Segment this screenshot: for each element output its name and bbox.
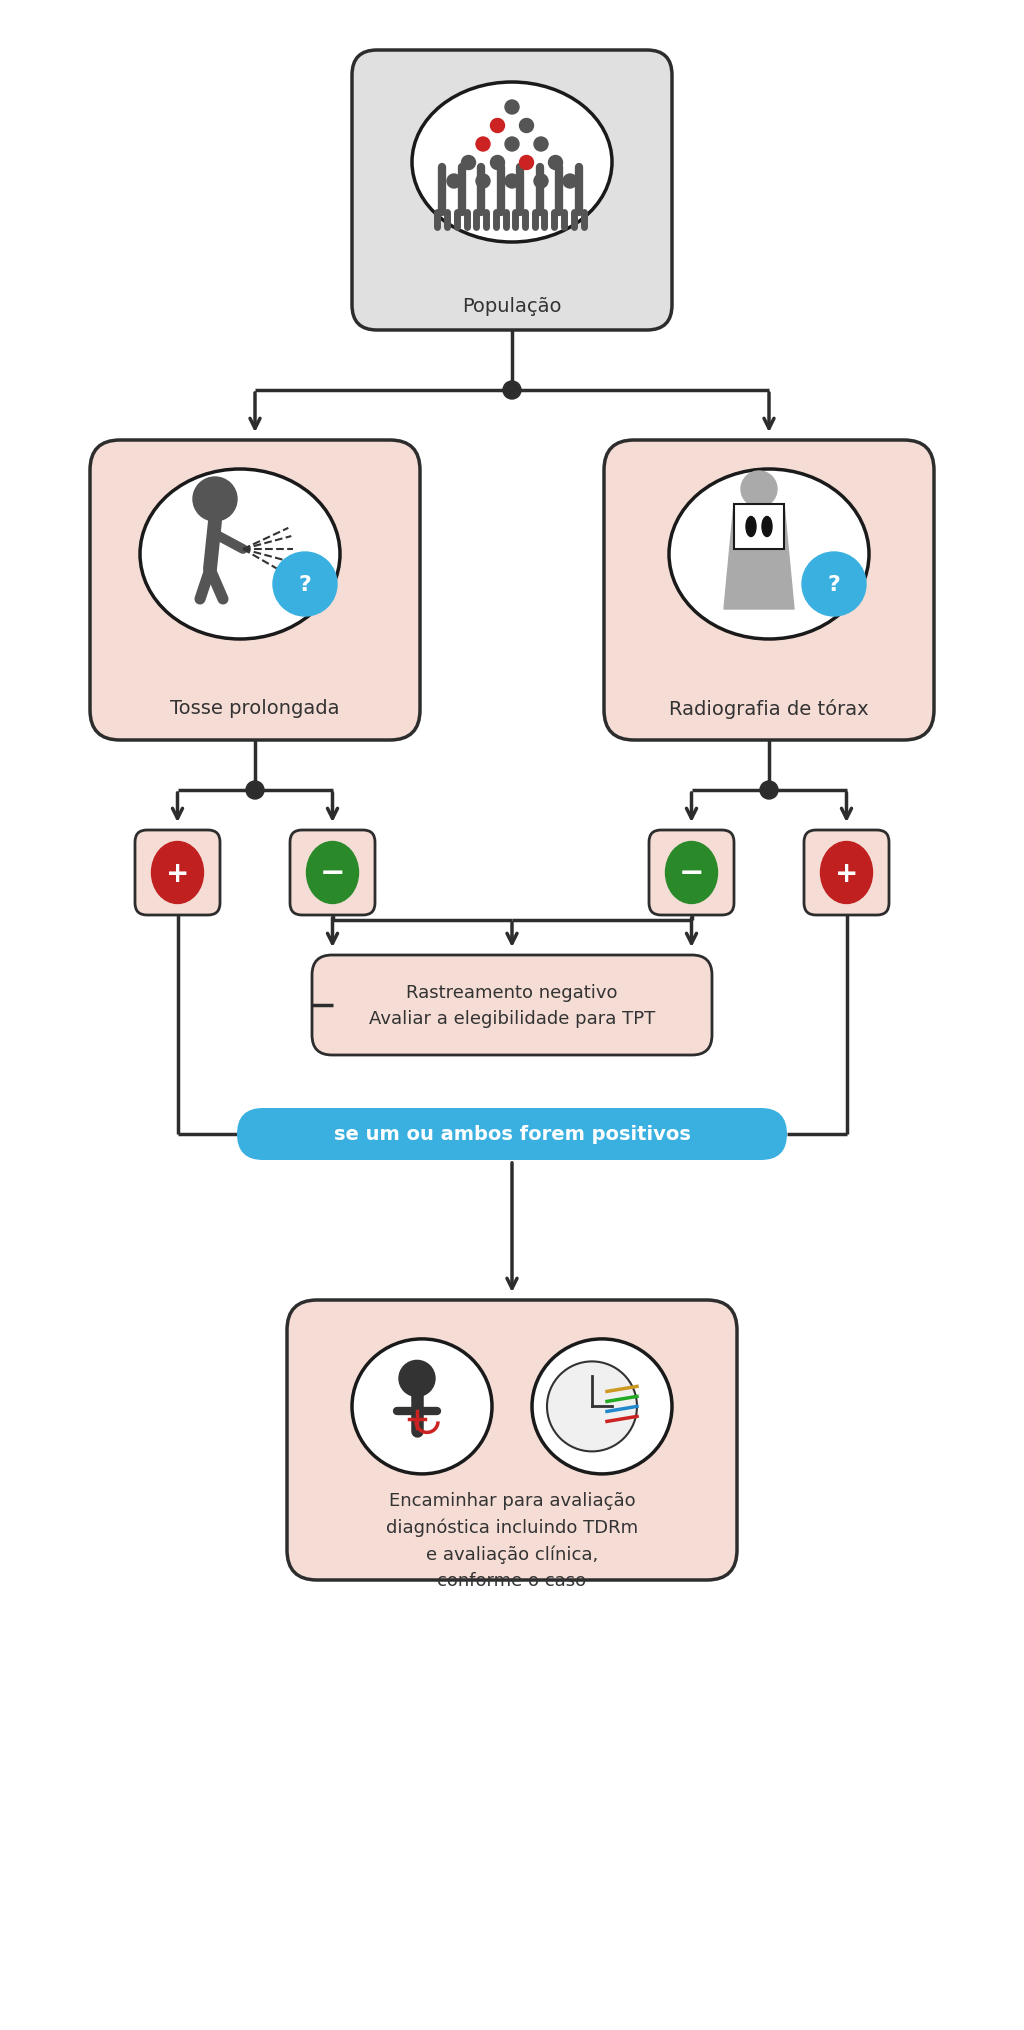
Text: +: + xyxy=(835,859,858,887)
Text: Tosse prolongada: Tosse prolongada xyxy=(170,698,340,719)
Circle shape xyxy=(534,175,548,189)
Text: População: População xyxy=(462,296,562,315)
FancyBboxPatch shape xyxy=(352,51,672,331)
Circle shape xyxy=(563,175,577,189)
Text: +: + xyxy=(166,859,189,887)
Circle shape xyxy=(547,1362,637,1451)
Ellipse shape xyxy=(306,842,358,903)
Circle shape xyxy=(802,552,866,617)
Ellipse shape xyxy=(532,1340,672,1474)
Bar xyxy=(734,505,784,550)
Ellipse shape xyxy=(412,83,612,244)
Text: Encaminhar para avaliação
diagnóstica incluindo TDRm
e avaliação clínica,
confor: Encaminhar para avaliação diagnóstica in… xyxy=(386,1490,638,1589)
Circle shape xyxy=(505,175,519,189)
Ellipse shape xyxy=(352,1340,492,1474)
Text: ?: ? xyxy=(299,574,311,595)
Circle shape xyxy=(519,156,534,171)
FancyBboxPatch shape xyxy=(804,830,889,916)
Ellipse shape xyxy=(152,842,204,903)
Circle shape xyxy=(476,138,490,152)
FancyBboxPatch shape xyxy=(604,441,934,741)
Circle shape xyxy=(490,120,505,134)
FancyBboxPatch shape xyxy=(135,830,220,916)
Text: −: − xyxy=(319,859,345,887)
Ellipse shape xyxy=(666,842,718,903)
Ellipse shape xyxy=(762,518,772,538)
Circle shape xyxy=(760,782,778,800)
Circle shape xyxy=(447,175,461,189)
Circle shape xyxy=(519,120,534,134)
Circle shape xyxy=(399,1360,435,1397)
Ellipse shape xyxy=(140,469,340,639)
Ellipse shape xyxy=(820,842,872,903)
FancyBboxPatch shape xyxy=(287,1301,737,1579)
Text: Rastreamento negativo
Avaliar a elegibilidade para TPT: Rastreamento negativo Avaliar a elegibil… xyxy=(369,985,655,1027)
Ellipse shape xyxy=(746,518,756,538)
Circle shape xyxy=(476,175,490,189)
FancyBboxPatch shape xyxy=(237,1108,787,1161)
Circle shape xyxy=(741,471,777,508)
Circle shape xyxy=(549,156,562,171)
Circle shape xyxy=(505,102,519,116)
FancyBboxPatch shape xyxy=(290,830,375,916)
Circle shape xyxy=(273,552,337,617)
Circle shape xyxy=(534,138,548,152)
Circle shape xyxy=(505,138,519,152)
FancyBboxPatch shape xyxy=(312,956,712,1056)
FancyBboxPatch shape xyxy=(649,830,734,916)
Text: −: − xyxy=(679,859,705,887)
Circle shape xyxy=(462,156,475,171)
Circle shape xyxy=(490,156,505,171)
Ellipse shape xyxy=(669,469,869,639)
Text: Radiografia de tórax: Radiografia de tórax xyxy=(670,698,868,719)
Circle shape xyxy=(246,782,264,800)
FancyBboxPatch shape xyxy=(90,441,420,741)
Circle shape xyxy=(193,477,237,522)
Polygon shape xyxy=(724,505,794,609)
Text: ?: ? xyxy=(827,574,841,595)
Circle shape xyxy=(503,382,521,400)
Text: se um ou ambos forem positivos: se um ou ambos forem positivos xyxy=(334,1125,690,1145)
